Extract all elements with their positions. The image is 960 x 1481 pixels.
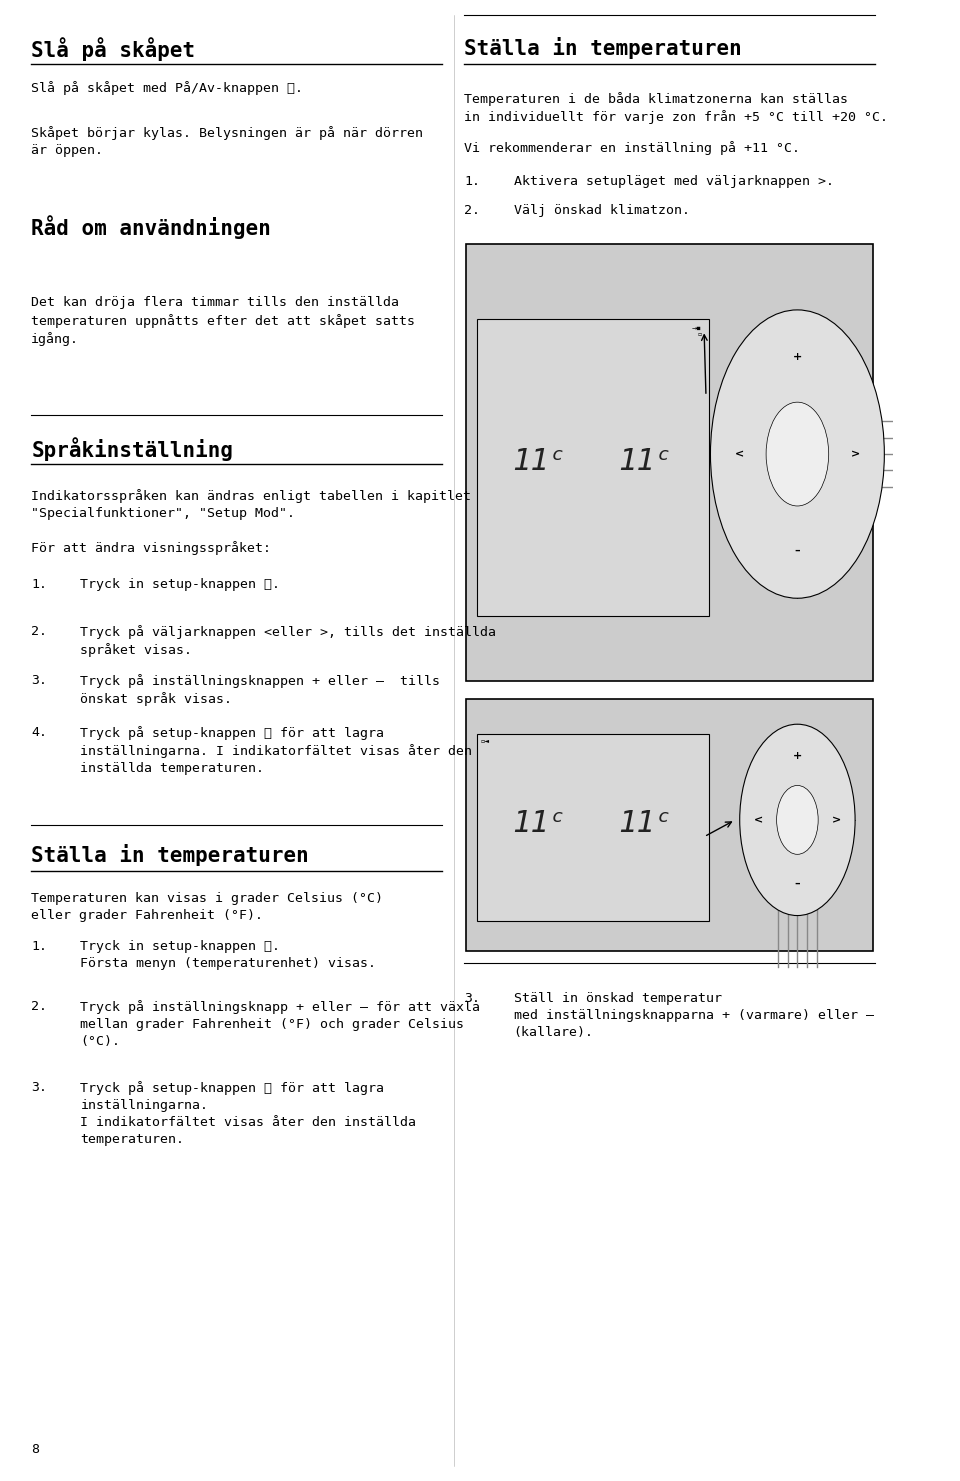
Text: →◾
▫: →◾ ▫ — [691, 326, 702, 336]
Text: 1.: 1. — [465, 175, 480, 188]
Text: Tryck på inställningsknapp + eller – för att växla
mellan grader Fahrenheit (°F): Tryck på inställningsknapp + eller – för… — [81, 1000, 480, 1047]
Circle shape — [740, 724, 855, 915]
Text: Ställa in temperaturen: Ställa in temperaturen — [32, 844, 309, 866]
Text: Slå på skåpet med På/Av-knappen ⓘ.: Slå på skåpet med På/Av-knappen ⓘ. — [32, 81, 303, 95]
Text: 11ᶜ: 11ᶜ — [512, 809, 567, 838]
Text: Tryck in setup-knappen ⓢ.
Första menyn (temperaturenhet) visas.: Tryck in setup-knappen ⓢ. Första menyn (… — [81, 940, 376, 970]
Text: Tryck på väljarknappen <eller >, tills det inställda
språket visas.: Tryck på väljarknappen <eller >, tills d… — [81, 625, 496, 658]
Text: 1.: 1. — [32, 940, 47, 954]
Text: +: + — [793, 751, 802, 761]
FancyBboxPatch shape — [477, 735, 708, 921]
Text: >: > — [851, 449, 860, 459]
FancyBboxPatch shape — [467, 699, 873, 951]
Text: –: – — [795, 545, 801, 555]
Text: Aktivera setupläget med väljarknappen >.: Aktivera setupläget med väljarknappen >. — [514, 175, 833, 188]
Text: Tryck på setup-knappen ⓢ för att lagra
inställningarna.
I indikatorfältet visas : Tryck på setup-knappen ⓢ för att lagra i… — [81, 1081, 417, 1146]
Text: 11ᶜ: 11ᶜ — [618, 447, 674, 475]
Text: Vi rekommenderar en inställning på +11 °C.: Vi rekommenderar en inställning på +11 °… — [465, 141, 801, 154]
Text: Språkinställning: Språkinställning — [32, 437, 233, 461]
Text: 3.: 3. — [465, 992, 480, 1006]
Circle shape — [766, 403, 828, 507]
FancyBboxPatch shape — [477, 318, 708, 616]
Text: <: < — [755, 815, 763, 825]
Text: 2.: 2. — [465, 204, 480, 218]
Text: Temperaturen i de båda klimatzonerna kan ställas
in individuellt för varje zon f: Temperaturen i de båda klimatzonerna kan… — [465, 92, 888, 124]
Text: Det kan dröja flera timmar tills den inställda
temperaturen uppnåtts efter det a: Det kan dröja flera timmar tills den ins… — [32, 296, 416, 347]
Text: 3.: 3. — [32, 674, 47, 687]
FancyBboxPatch shape — [467, 244, 873, 681]
Text: 2.: 2. — [32, 625, 47, 638]
Text: 11ᶜ: 11ᶜ — [618, 809, 674, 838]
Text: Råd om användningen: Råd om användningen — [32, 215, 271, 238]
Text: ▫◄: ▫◄ — [481, 739, 490, 743]
Text: 2.: 2. — [32, 1000, 47, 1013]
Text: Ställa in temperaturen: Ställa in temperaturen — [465, 37, 742, 59]
Text: 3.: 3. — [32, 1081, 47, 1094]
Text: –: – — [795, 880, 801, 889]
Text: 1.: 1. — [32, 578, 47, 591]
Text: 8: 8 — [32, 1442, 39, 1456]
Text: Tryck på setup-knappen ⓢ för att lagra
inställningarna. I indikatorfältet visas : Tryck på setup-knappen ⓢ för att lagra i… — [81, 726, 472, 775]
Text: Tryck på inställningsknappen + eller –  tills
önskat språk visas.: Tryck på inställningsknappen + eller – t… — [81, 674, 441, 706]
Text: Tryck in setup-knappen ⓢ.: Tryck in setup-knappen ⓢ. — [81, 578, 280, 591]
Text: 11ᶜ: 11ᶜ — [512, 447, 567, 475]
Text: >: > — [831, 815, 841, 825]
Circle shape — [710, 310, 884, 598]
Text: Välj önskad klimatzon.: Välj önskad klimatzon. — [514, 204, 689, 218]
Text: Ställ in önskad temperatur
med inställningsknapparna + (varmare) eller –
(kallar: Ställ in önskad temperatur med inställni… — [514, 992, 874, 1040]
Text: Slå på skåpet: Slå på skåpet — [32, 37, 196, 61]
Circle shape — [777, 785, 818, 855]
Text: Temperaturen kan visas i grader Celsius (°C)
eller grader Fahrenheit (°F).: Temperaturen kan visas i grader Celsius … — [32, 892, 383, 921]
Text: Skåpet börjar kylas. Belysningen är på när dörren
är öppen.: Skåpet börjar kylas. Belysningen är på n… — [32, 126, 423, 157]
Text: För att ändra visningsspråket:: För att ändra visningsspråket: — [32, 541, 272, 554]
Text: 4.: 4. — [32, 726, 47, 739]
Text: <: < — [734, 449, 744, 459]
Text: +: + — [793, 352, 802, 363]
Text: Indikatorsspråken kan ändras enligt tabellen i kapitlet
"Specialfunktioner", "Se: Indikatorsspråken kan ändras enligt tabe… — [32, 489, 471, 520]
